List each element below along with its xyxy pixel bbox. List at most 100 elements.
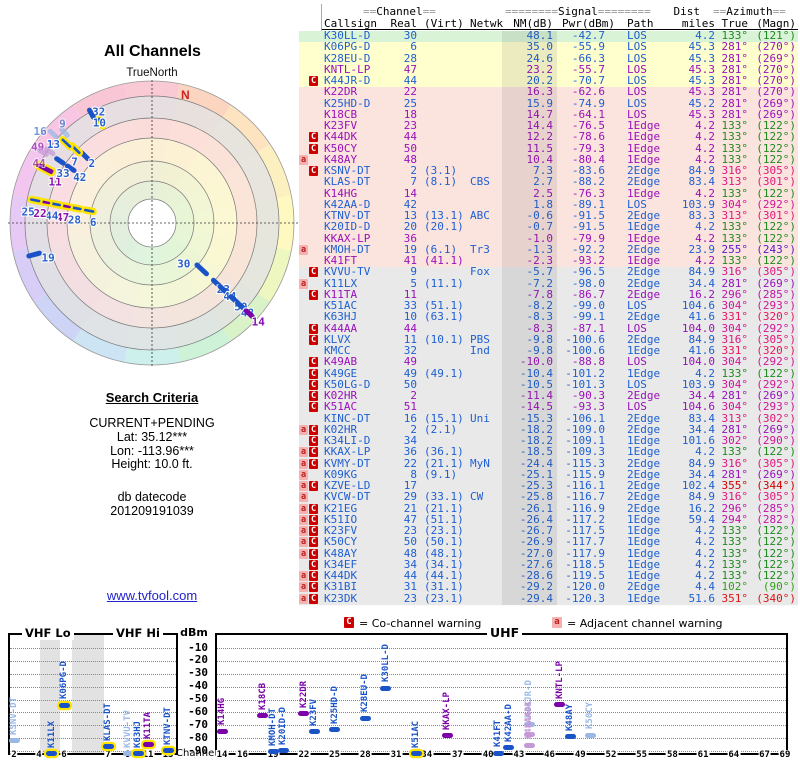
latitude: Lat: 35.12*** bbox=[116, 429, 188, 444]
magnetic-azimuth-cell: (320°) bbox=[756, 344, 796, 358]
table-row: C KLVX 11 (10.1) PBS -9.8 -100.6 2Edge 84.9 316° (… bbox=[299, 334, 798, 348]
magnetic-azimuth-cell: (285°) bbox=[756, 501, 796, 515]
distance-cell: 4.2 bbox=[695, 366, 715, 380]
real-channel-cell: 21 bbox=[403, 501, 417, 515]
radar-channel-label: 2 bbox=[89, 157, 96, 170]
table-row: a C KVMY-DT 22 (21.1) MyN -24.4 -115.3 2Edge 84.9… bbox=[299, 456, 798, 471]
true-azimuth-cell: 281° bbox=[721, 276, 749, 290]
distance-cell: 4.4 bbox=[695, 580, 715, 594]
table-header: ==Channel== ========Signal======== Dist … bbox=[0, 0, 800, 30]
distance-cell: 34.4 bbox=[688, 276, 716, 290]
true-azimuth-cell: 133° bbox=[721, 546, 749, 560]
virtual-channel-cell: (63.1) bbox=[424, 310, 464, 324]
radar-station-marker bbox=[27, 195, 43, 205]
gridline bbox=[10, 648, 176, 649]
path-cell: LOS bbox=[627, 400, 647, 414]
callsign-cell: K48AY bbox=[324, 546, 358, 560]
magnetic-azimuth-cell: (122°) bbox=[756, 524, 796, 538]
path-cell: 1Edge bbox=[627, 546, 661, 560]
adjacent-warning-badge: a bbox=[299, 458, 308, 469]
power-cell: -70.7 bbox=[571, 74, 605, 88]
path-cell: 2Edge bbox=[627, 175, 661, 189]
channel-tick-label: 67 bbox=[758, 750, 771, 760]
callsign-cell: K44DK bbox=[324, 569, 358, 583]
true-azimuth-cell: 133° bbox=[721, 535, 749, 549]
callsign-cell: KMOH-DT bbox=[324, 242, 371, 256]
radar-station-marker bbox=[86, 107, 96, 120]
channel-tick-label: 2 bbox=[10, 750, 18, 760]
callsign-cell: KNTL-LP bbox=[324, 62, 371, 76]
co-channel-warning-badge: C bbox=[309, 548, 318, 559]
virtual-channel-cell: (48.1) bbox=[424, 546, 464, 560]
real-channel-cell: 30 bbox=[403, 29, 417, 42]
path-cell: LOS bbox=[627, 62, 647, 76]
gridline bbox=[217, 648, 786, 649]
table-row: a K11LX 5 (11.1) -7.2 -98.0 2Edge 34.4 281° (269°… bbox=[299, 276, 798, 291]
real-channel-cell: 2 bbox=[410, 164, 417, 178]
channel-tick-label: 64 bbox=[727, 750, 741, 760]
virtual-channel-cell: (2.1) bbox=[424, 422, 458, 436]
magnetic-azimuth-cell: (305°) bbox=[756, 456, 796, 470]
nm-cell: 14.4 bbox=[526, 119, 554, 133]
power-cell: -79.3 bbox=[571, 141, 605, 155]
distance-cell: 45.3 bbox=[688, 51, 716, 65]
real-channel-cell: 34 bbox=[403, 434, 417, 448]
magnetic-azimuth-cell: (122°) bbox=[756, 254, 796, 268]
magnetic-azimuth-cell: (122°) bbox=[756, 119, 796, 133]
distance-cell: 83.3 bbox=[688, 209, 716, 223]
callsign-cell: K23DK bbox=[324, 591, 358, 605]
power-cell: -116.9 bbox=[565, 501, 605, 515]
station-marker bbox=[267, 749, 279, 755]
virtual-channel-cell: (23.1) bbox=[424, 591, 464, 605]
true-azimuth-cell: 294° bbox=[721, 512, 749, 526]
nm-cell: -29.2 bbox=[519, 580, 553, 594]
path-cell: 1Edge bbox=[627, 366, 661, 380]
path-cell: 1Edge bbox=[627, 130, 661, 144]
network-cell: Uni bbox=[470, 411, 490, 425]
magnetic-azimuth-cell: (292°) bbox=[756, 197, 796, 211]
radar-station-marker bbox=[43, 146, 56, 157]
path-cell: 1Edge bbox=[627, 119, 661, 133]
nm-cell: 23.2 bbox=[526, 62, 554, 76]
distance-cell: 4.2 bbox=[695, 445, 715, 459]
real-channel-cell: 36 bbox=[403, 231, 417, 245]
channel-tick-label: 25 bbox=[328, 750, 342, 760]
table-row: C K11TA 11 -7.8 -86.7 2Edge 16.2 296° (285°) bbox=[299, 289, 798, 303]
adjacent-warning-badge: a bbox=[299, 244, 308, 255]
path-cell: LOS bbox=[627, 51, 647, 65]
power-cell: -55.9 bbox=[571, 40, 605, 54]
gridline bbox=[10, 673, 176, 675]
power-cell: -83.6 bbox=[571, 164, 605, 178]
power-cell: -101.2 bbox=[565, 366, 605, 380]
network-cell: ABC bbox=[470, 209, 490, 223]
co-channel-warning-badge: C bbox=[309, 526, 318, 537]
magnetic-azimuth-cell: (122°) bbox=[756, 546, 796, 560]
magnetic-azimuth-cell: (122°) bbox=[756, 445, 796, 459]
nm-cell: -10.0 bbox=[519, 355, 553, 369]
true-azimuth-cell: 133° bbox=[721, 130, 749, 144]
channel-tick-label: 7 bbox=[104, 750, 112, 760]
true-azimuth-cell: 281° bbox=[721, 422, 749, 436]
distance-cell: 34.4 bbox=[688, 467, 716, 481]
gridline bbox=[10, 738, 176, 740]
path-cell: LOS bbox=[627, 107, 647, 121]
radar-station-marker bbox=[47, 128, 59, 140]
magnetic-azimuth-cell: (302°) bbox=[756, 411, 796, 425]
true-azimuth-cell: 304° bbox=[721, 355, 749, 369]
callsign-cell: KTNV-DT bbox=[324, 209, 371, 223]
magnetic-azimuth-cell: (292°) bbox=[756, 355, 796, 369]
nm-cell: -14.5 bbox=[519, 400, 553, 414]
radar-station-marker bbox=[243, 308, 255, 319]
nm-cell: 7.3 bbox=[533, 164, 553, 178]
callsign-cell: K21EG bbox=[324, 501, 358, 515]
true-azimuth-cell: 313° bbox=[721, 175, 749, 189]
radar-channel-label: 14 bbox=[252, 316, 266, 329]
search-criteria-title: Search Criteria bbox=[105, 390, 199, 405]
col-callsign: Callsign bbox=[324, 17, 377, 30]
tvfool-link[interactable]: www.tvfool.com bbox=[106, 588, 198, 603]
power-cell: -118.5 bbox=[565, 557, 605, 571]
distance-cell: 104.0 bbox=[681, 355, 715, 369]
station-table: K30LL-D 30 48.1 -42.7 LOS 4.2 133° (121°) K06PG-… bbox=[299, 29, 798, 606]
station-marker bbox=[564, 734, 576, 740]
true-azimuth-cell: 316° bbox=[721, 164, 749, 178]
